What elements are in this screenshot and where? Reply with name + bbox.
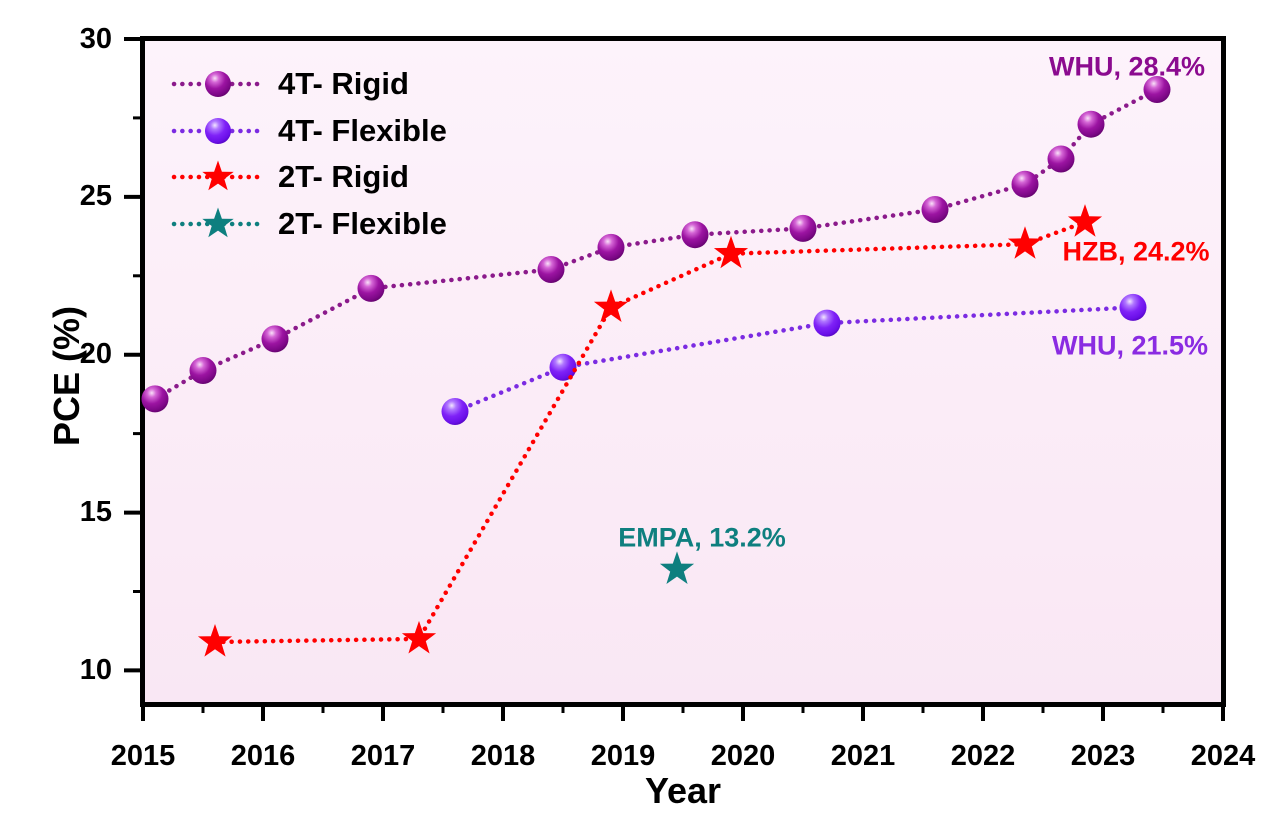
x-tick-label: 2019 <box>590 740 656 772</box>
legend-marker-sphere <box>171 117 265 144</box>
y-tick-label: 15 <box>79 496 112 528</box>
x-tick-label: 2016 <box>230 740 296 772</box>
x-tick-label: 2018 <box>470 740 536 772</box>
legend-label: 4T- Rigid <box>278 66 409 102</box>
x-axis-title: Year <box>644 770 722 811</box>
x-tick-label: 2020 <box>710 740 776 772</box>
legend-item-4t-rigid: 4T- Rigid <box>170 61 447 108</box>
x-tick-label: 2015 <box>110 740 176 772</box>
legend-marker-sphere <box>171 71 265 98</box>
annotation-hzb-24-2: HZB, 24.2% <box>1062 236 1210 267</box>
y-axis-title: PCE (%) <box>46 306 87 447</box>
legend-item-2t-rigid: 2T- Rigid <box>170 154 447 201</box>
legend-item-4t-flexible: 4T- Flexible <box>170 108 447 155</box>
legend-label: 2T- Flexible <box>278 205 447 241</box>
x-tick-label: 2017 <box>350 740 416 772</box>
annotation-whu-21-5: WHU, 21.5% <box>1051 330 1209 361</box>
legend: 4T- Rigid 4T- Flexible 2T- Rigid 2T- Flexib… <box>170 61 447 247</box>
y-tick-label: 25 <box>79 180 112 212</box>
annotation-empa-13-2: EMPA, 13.2% <box>618 522 786 553</box>
y-tick-label: 30 <box>79 23 112 55</box>
x-tick-label: 2021 <box>830 740 896 772</box>
x-tick-label: 2024 <box>1190 740 1256 772</box>
legend-marker-star <box>171 207 265 238</box>
legend-marker-star <box>171 160 265 191</box>
legend-label: 2T- Rigid <box>278 159 409 195</box>
y-tick-label: 10 <box>79 654 112 686</box>
x-tick-label: 2023 <box>1070 740 1136 772</box>
legend-item-2t-flexible: 2T- Flexible <box>170 201 447 248</box>
annotation-whu-28-4: WHU, 28.4% <box>1048 51 1206 82</box>
legend-label: 4T- Flexible <box>278 112 447 148</box>
y-tick-label: 20 <box>79 338 112 370</box>
x-tick-label: 2022 <box>950 740 1016 772</box>
